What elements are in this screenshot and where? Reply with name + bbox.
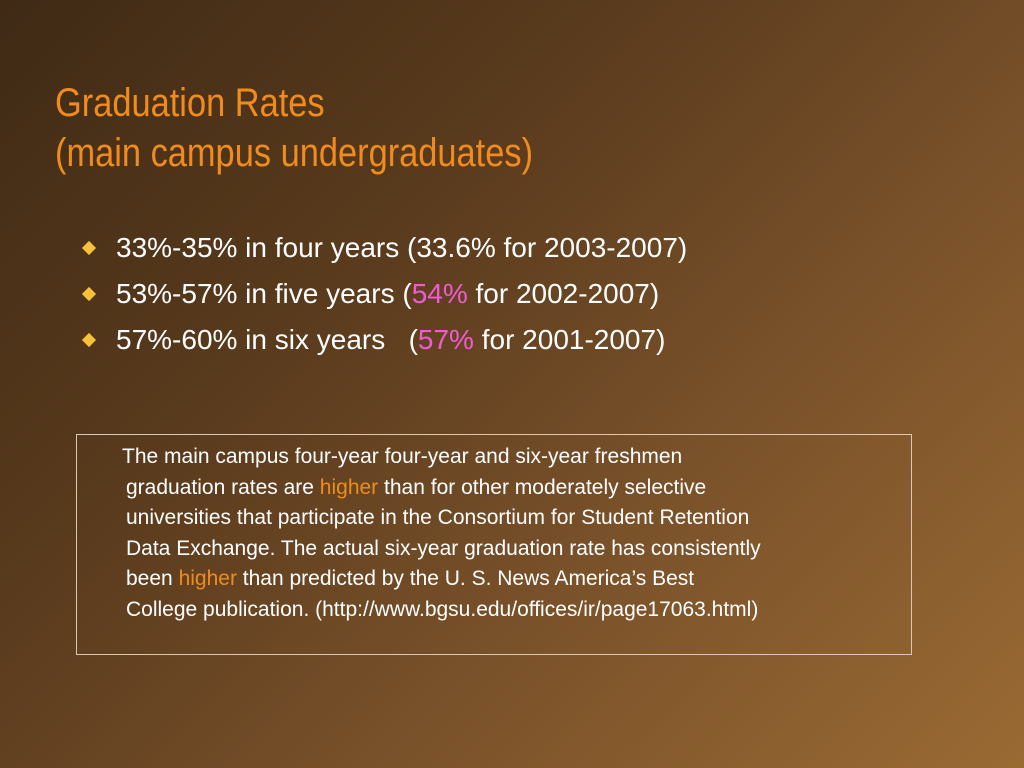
note-box — [76, 434, 912, 655]
note-line: been higher than predicted by the U. S. … — [126, 564, 916, 595]
note-text: The main campus four-year four-year and … — [122, 442, 916, 625]
bullet-text-end: for 2002-2007) — [467, 278, 660, 309]
bullet-item: 33%-35% in four years (33.6% for 2003-20… — [80, 225, 960, 271]
bullet-list: 33%-35% in four years (33.6% for 2003-20… — [80, 225, 960, 363]
bullet-text: 57%-60% in six years ( — [116, 324, 418, 355]
diamond-bullet-icon — [81, 332, 97, 348]
bullet-highlight: 54% — [411, 278, 468, 309]
note-highlight: higher — [178, 567, 237, 590]
slide-title: Graduation Rates (main campus undergradu… — [55, 78, 829, 178]
diamond-bullet-icon — [81, 286, 97, 302]
note-line: College publication. (http://www.bgsu.ed… — [126, 597, 759, 621]
note-line: graduation rates are higher than for oth… — [126, 473, 916, 504]
bullet-text: 53%-57% in five years ( — [116, 278, 412, 309]
title-line-2: (main campus undergraduates) — [55, 131, 534, 175]
title-line-1: Graduation Rates — [55, 81, 325, 125]
bullet-highlight: 57% — [417, 324, 474, 355]
note-line: The main campus four-year four-year and … — [122, 445, 683, 468]
note-text-span: graduation rates are — [126, 475, 320, 499]
note-text-span: been — [126, 567, 179, 590]
bullet-text-end: for 2001-2007) — [473, 324, 666, 355]
note-text-span: than for other moderately selective — [378, 475, 707, 499]
bullet-item: 53%-57% in five years (54% for 2002-2007… — [80, 271, 960, 317]
bullet-item: 57%-60% in six years (57% for 2001-2007) — [80, 317, 960, 363]
diamond-bullet-icon — [81, 240, 97, 256]
bullet-text: 33%-35% in four years (33.6% for 2003-20… — [116, 232, 688, 263]
note-text-span: than predicted by the U. S. News America… — [236, 567, 695, 590]
note-line: universities that participate in the Con… — [126, 506, 750, 529]
note-highlight: higher — [319, 475, 379, 499]
note-line: Data Exchange. The actual six-year gradu… — [126, 536, 761, 560]
